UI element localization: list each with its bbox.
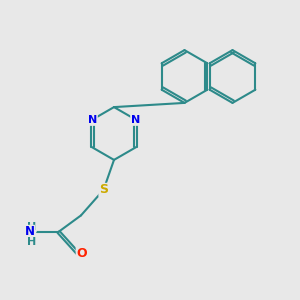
Text: H: H bbox=[27, 221, 36, 232]
Text: S: S bbox=[99, 183, 108, 196]
Text: H: H bbox=[27, 237, 36, 248]
Text: O: O bbox=[76, 247, 87, 260]
Text: N: N bbox=[88, 115, 97, 125]
Text: N: N bbox=[24, 225, 34, 239]
Text: N: N bbox=[131, 115, 140, 125]
